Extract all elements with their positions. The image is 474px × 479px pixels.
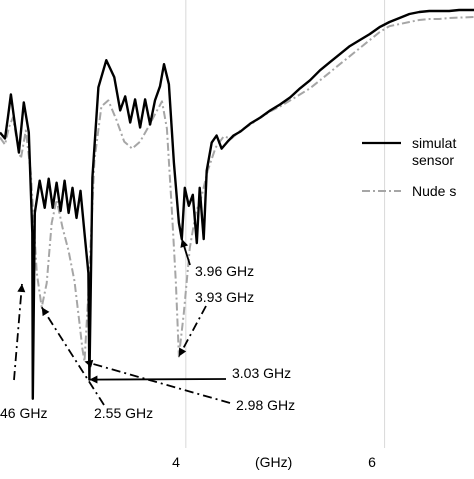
arrow-layer [13, 238, 231, 406]
x-tick-label-4: 4 [172, 454, 180, 470]
annotation-label-2-55ghz: 2.55 GHz [94, 405, 153, 421]
series-layer [0, 8, 474, 400]
arrow-2-46-up-head [17, 284, 26, 293]
arrow-2-55-head [41, 307, 50, 317]
annotation-label-3-96ghz: 3.96 GHz [195, 263, 254, 279]
series-line-nude [0, 16, 474, 363]
arrow-3-96-head [180, 238, 189, 248]
legend-label-simulated-line2: sensor [412, 152, 454, 168]
x-tick-label-6: 6 [368, 454, 376, 470]
grid-layer [185, 0, 386, 448]
annotation-label-3-03ghz: 3.03 GHz [232, 365, 291, 381]
arrow-2-98 [84, 360, 231, 404]
legend-label-simulated-line1: simulat [412, 135, 456, 151]
x-axis-ticks: 4 6 (GHz) [172, 454, 376, 470]
arrow-2-46-up [13, 283, 23, 381]
annotation-layer: 3.96 GHz 3.93 GHz 3.03 GHz 2.98 GHz 2.55… [0, 263, 295, 421]
arrow-2-98-head [84, 359, 94, 368]
annotation-label-3-93ghz: 3.93 GHz [195, 289, 254, 305]
arrow-2-55 [40, 306, 105, 406]
annotation-label-2-98ghz: 2.98 GHz [236, 397, 295, 413]
arrow-3-03 [89, 378, 227, 381]
arrow-3-03-head [89, 375, 98, 384]
arrow-3-93-head [178, 347, 187, 357]
series-line-simulated [0, 8, 474, 400]
x-axis-label: (GHz) [255, 454, 292, 470]
legend: simulat sensor Nude s [362, 135, 456, 199]
annotation-label-2-46ghz: 46 GHz [0, 405, 47, 421]
legend-label-nude: Nude s [412, 183, 456, 199]
